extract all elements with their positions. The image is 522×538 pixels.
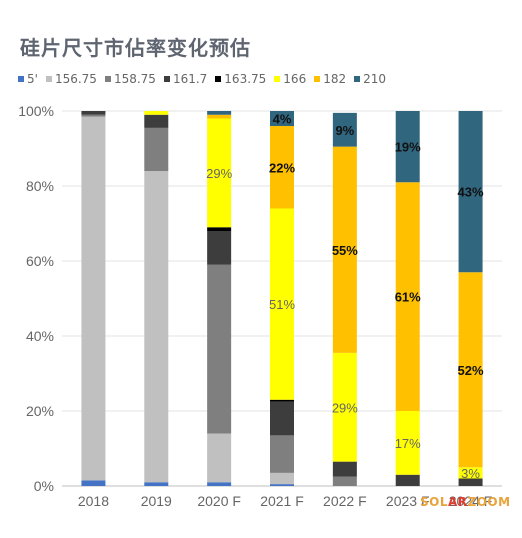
x-tick-label: 2023 F: [386, 493, 430, 509]
legend-label: 158.75: [113, 72, 156, 86]
bar-segment: [458, 272, 483, 468]
bar-segment: [270, 401, 294, 436]
data-label: 4%: [273, 112, 292, 127]
bar-segment: [332, 146, 357, 353]
legend-swatch: [163, 76, 170, 82]
bar-segment: [332, 476, 357, 486]
legend-swatch: [274, 76, 281, 82]
legend-item: 166: [274, 72, 306, 86]
bar-segment: [144, 482, 169, 486]
data-label: 29%: [206, 166, 232, 181]
data-label: 55%: [332, 243, 358, 258]
bar-segment: [395, 474, 420, 486]
bar-segment: [270, 435, 294, 473]
data-label: 51%: [269, 297, 295, 312]
x-tick-label: 2021 F: [260, 493, 304, 509]
legend-item: 158.75: [104, 72, 156, 86]
y-tick-label: 100%: [18, 103, 54, 119]
bar-segment: [395, 111, 420, 183]
bar-segment: [81, 114, 106, 117]
y-tick-label: 60%: [26, 253, 54, 269]
bar-segment: [207, 118, 232, 228]
legend-swatch: [18, 76, 24, 82]
bar-segment: [144, 111, 169, 115]
legend-label: 163.75: [224, 72, 267, 86]
bar-segment: [144, 171, 169, 483]
bar-segment: [332, 461, 357, 477]
bar-segment: [395, 182, 420, 411]
legend-label: 166: [283, 72, 307, 86]
y-tick-label: 80%: [26, 178, 54, 194]
watermark-text-part1: SOL: [420, 495, 448, 509]
x-tick-label: 2018: [78, 493, 109, 509]
data-label: 43%: [458, 185, 484, 200]
data-label: 17%: [395, 436, 421, 451]
legend-item: 5': [18, 72, 38, 86]
bar-segment: [395, 411, 420, 475]
data-label: 3%: [461, 466, 480, 481]
legend-label: 182: [323, 72, 347, 86]
bar-segment: [144, 127, 169, 171]
bar-segment: [270, 472, 294, 485]
data-label: 29%: [332, 400, 358, 415]
data-label: 22%: [269, 160, 295, 175]
legend-item: 210: [354, 72, 386, 86]
x-tick-label: 2022 F: [323, 493, 367, 509]
data-label: 19%: [395, 140, 421, 155]
x-tick-label: 2020 F: [197, 493, 241, 509]
chart-title: 硅片尺寸市佔率变化预估: [20, 36, 251, 60]
bar-segment: [270, 126, 294, 209]
bar-segment: [81, 116, 106, 481]
x-tick-label: 2019: [141, 493, 172, 509]
bar-segment: [207, 111, 232, 115]
bar-segment: [207, 227, 232, 231]
legend-swatch: [104, 76, 111, 82]
bar-segment: [207, 433, 232, 483]
watermark-text-part2: AR: [448, 495, 468, 509]
bar-segment: [207, 114, 232, 119]
legend-swatch: [314, 76, 321, 82]
data-label: 61%: [395, 290, 421, 305]
legend-item: 163.75: [215, 72, 266, 86]
legend-label: 156.75: [54, 72, 97, 86]
legend-swatch: [45, 76, 52, 82]
watermark-text-part3: ZOOM: [467, 495, 511, 509]
legend-item: 156.75: [45, 72, 97, 86]
bar-segment: [270, 208, 294, 400]
legend-swatch: [354, 76, 361, 82]
bar-segment: [207, 482, 232, 486]
bar-segment: [270, 399, 294, 402]
bar-segment: [144, 114, 169, 128]
bar-segment: [270, 111, 294, 126]
x-tick-label: 2024 F: [449, 493, 493, 509]
bar-segment: [270, 484, 294, 486]
legend-label: 5': [27, 72, 38, 86]
bar-segment: [207, 264, 232, 434]
bar-segment: [81, 111, 106, 115]
legend-label: 210: [363, 72, 387, 86]
data-label: 52%: [458, 363, 484, 378]
bar-segment: [458, 478, 483, 486]
legend-item: 182: [314, 72, 346, 86]
bar-segment: [458, 467, 483, 479]
bar-segment: [81, 480, 106, 486]
y-tick-label: 0%: [34, 478, 54, 494]
legend-label: 161.7: [172, 72, 208, 86]
bar-segment: [332, 112, 357, 147]
bar-segment: [332, 352, 357, 462]
y-tick-label: 40%: [26, 328, 54, 344]
bar-segment: [458, 111, 483, 273]
bar-segment: [207, 231, 232, 265]
legend-swatch: [215, 76, 222, 82]
legend-item: 161.7: [163, 72, 208, 86]
y-tick-label: 20%: [26, 403, 54, 419]
watermark-logo: SOLARZOOM: [420, 495, 511, 509]
data-label: 9%: [335, 123, 354, 138]
chart-legend: 5' 156.75 158.75 161.7 163.75 166 182 210: [18, 72, 386, 86]
